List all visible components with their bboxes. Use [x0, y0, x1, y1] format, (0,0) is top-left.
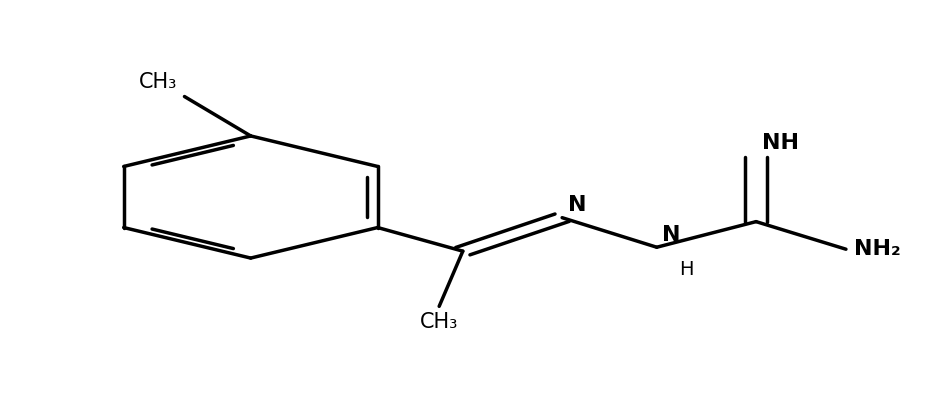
Text: N: N: [568, 195, 587, 215]
Text: N: N: [662, 225, 681, 245]
Text: H: H: [679, 260, 694, 279]
Text: NH: NH: [762, 134, 798, 154]
Text: CH₃: CH₃: [420, 312, 459, 332]
Text: NH₂: NH₂: [853, 239, 901, 259]
Text: CH₃: CH₃: [138, 72, 177, 92]
